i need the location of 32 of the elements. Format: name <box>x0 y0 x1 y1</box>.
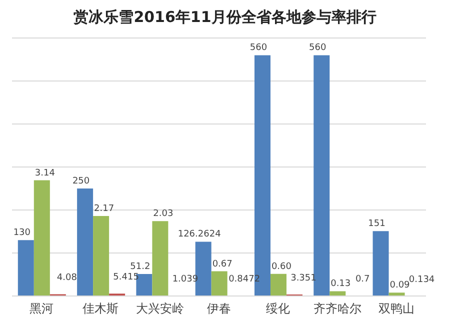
x-tick-label: 伊春 <box>207 302 231 316</box>
data-label: 250 <box>72 176 90 186</box>
data-label: 0.13 <box>330 279 351 290</box>
data-label: 0.7 <box>355 274 370 285</box>
data-label: 0.67 <box>212 259 232 270</box>
bar <box>372 231 389 296</box>
data-label: 126.2624 <box>178 230 222 240</box>
data-label: 2.03 <box>153 209 174 220</box>
x-tick-label: 大兴安岭 <box>136 302 184 316</box>
data-label: 130 <box>13 228 31 238</box>
data-label: 2.17 <box>94 204 114 214</box>
bar <box>330 291 346 296</box>
data-label: 3.14 <box>34 168 56 178</box>
data-label: 4.08 <box>56 273 78 284</box>
x-tick-label: 齐齐哈尔 <box>313 302 362 316</box>
data-label: 151 <box>368 219 386 230</box>
data-label: 560 <box>309 43 326 54</box>
data-label: 560 <box>250 43 268 54</box>
bar <box>270 274 286 296</box>
data-label: 0.60 <box>271 262 292 272</box>
x-tick-label: 黑河 <box>30 302 54 316</box>
bar <box>314 55 330 296</box>
data-label: 51.2 <box>130 262 150 272</box>
data-label: 0.134 <box>408 274 435 285</box>
bar <box>152 221 168 296</box>
bar <box>34 180 50 296</box>
data-label: 0.09 <box>390 280 410 291</box>
x-tick-label: 双鸭山 <box>378 302 414 316</box>
bar <box>388 292 405 296</box>
x-tick-label: 佳木斯 <box>82 302 119 316</box>
x-tick-label: 绥化 <box>266 302 290 316</box>
chart-title: 赏冰乐雪2016年11月份全省各地参与率排行 <box>72 8 378 28</box>
